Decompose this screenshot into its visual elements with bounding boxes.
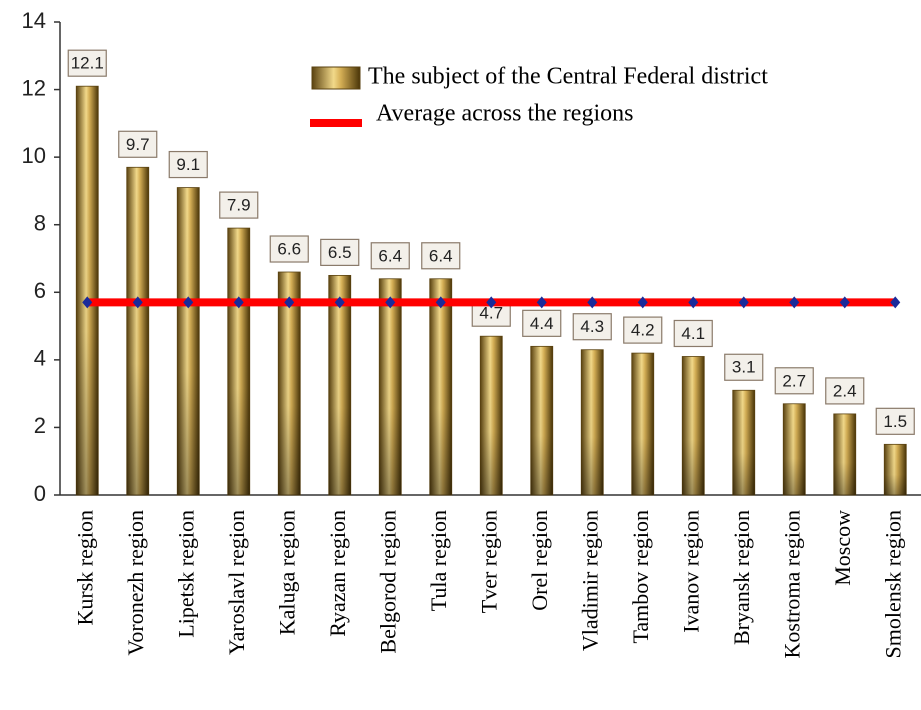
data-label-box <box>118 130 158 158</box>
bar-shade <box>177 187 200 496</box>
data-label: 1.5 <box>883 412 907 431</box>
data-label: 9.1 <box>176 155 200 174</box>
data-label: 2.7 <box>782 371 806 390</box>
line-marker <box>738 296 749 309</box>
y-tick-label: 0 <box>34 481 46 506</box>
bar-shade <box>530 346 553 495</box>
data-label: 6.4 <box>429 246 453 265</box>
bar-shade <box>429 278 452 495</box>
line-marker <box>789 296 800 309</box>
line-marker <box>435 296 446 309</box>
bar-shade <box>76 86 99 495</box>
bar-shade <box>480 336 503 495</box>
data-label: 4.1 <box>681 324 705 343</box>
x-tick-label: Lipetsk region <box>173 510 198 638</box>
line-marker <box>637 296 648 309</box>
x-tick-label: Tula region <box>426 510 451 611</box>
bar-shade <box>227 228 250 496</box>
data-label-box <box>522 309 562 337</box>
data-label: 6.4 <box>378 246 402 265</box>
data-label: 9.7 <box>126 135 150 154</box>
data-label: 7.9 <box>227 196 251 215</box>
y-tick-label: 10 <box>22 143 46 168</box>
data-label-box <box>673 319 713 348</box>
data-label: 3.1 <box>732 358 756 377</box>
x-tick-label: Kaluga region <box>274 510 299 635</box>
data-label-box <box>219 191 259 219</box>
x-tick-label: Voronezh region <box>123 510 148 656</box>
bar-shade <box>581 349 604 495</box>
line-marker <box>334 296 345 309</box>
data-label-box <box>370 242 410 270</box>
line-marker <box>183 296 194 309</box>
legend-label: Average across the regions <box>376 101 633 127</box>
y-tick-label: 4 <box>34 346 46 371</box>
y-tick-label: 6 <box>34 278 46 303</box>
bar-shade <box>278 272 301 495</box>
data-label-box <box>269 235 309 263</box>
data-label-box <box>724 353 764 381</box>
data-label-box <box>320 238 360 266</box>
x-tick-label: Ivanov region <box>678 510 703 633</box>
y-tick-label: 12 <box>22 75 46 100</box>
data-label: 6.5 <box>328 243 352 262</box>
bar-shade <box>732 390 755 495</box>
line-marker <box>233 296 244 309</box>
bar-shade <box>783 403 806 495</box>
line-marker <box>587 296 598 309</box>
x-tick-label: Bryansk region <box>729 510 754 645</box>
y-tick-label: 2 <box>34 413 46 438</box>
data-label: 4.7 <box>479 304 503 323</box>
data-label: 12.1 <box>71 54 104 73</box>
line-marker <box>890 296 901 309</box>
data-label-box <box>825 377 865 405</box>
x-tick-label: Tver region <box>476 510 501 613</box>
bar-shade <box>328 275 351 495</box>
x-tick-label: Belgorod region <box>375 510 400 654</box>
bar-shade <box>682 356 705 495</box>
bar-shade <box>126 167 149 495</box>
line-marker <box>486 296 497 309</box>
data-label-box <box>168 150 208 179</box>
legend-label: The subject of the Central Federal distr… <box>368 64 768 90</box>
bar-shade <box>379 278 402 495</box>
x-tick-label: Ryazan region <box>325 510 350 637</box>
data-label-box <box>67 49 107 77</box>
data-label: 2.4 <box>833 381 857 400</box>
line-marker <box>284 296 295 309</box>
line-marker <box>688 296 699 309</box>
x-tick-label: Smolensk region <box>880 510 905 659</box>
bar-shade <box>631 353 654 495</box>
x-tick-label: Yaroslavl region <box>224 510 249 655</box>
data-label: 4.4 <box>530 314 554 333</box>
data-label-box <box>774 367 814 395</box>
x-tick-label: Moscow <box>830 510 855 586</box>
x-tick-label: Orel region <box>527 510 552 611</box>
data-label-box <box>572 313 612 341</box>
y-tick-label: 14 <box>22 8 46 33</box>
y-tick-label: 8 <box>34 211 46 236</box>
data-label: 6.6 <box>277 239 301 258</box>
line-marker <box>536 296 547 309</box>
x-tick-label: Kursk region <box>72 510 97 625</box>
line-marker <box>839 296 850 309</box>
data-label: 4.3 <box>580 317 604 336</box>
legend-swatch <box>311 66 361 90</box>
data-label-box <box>623 316 663 344</box>
data-label: 4.2 <box>631 321 655 340</box>
line-marker <box>132 296 143 309</box>
data-label-box <box>421 242 461 270</box>
data-label-box <box>875 407 915 435</box>
line-marker <box>385 296 396 309</box>
x-tick-label: Kostroma region <box>779 510 804 658</box>
bar-shade <box>884 444 907 495</box>
line-marker <box>82 296 93 309</box>
x-tick-label: Tambov region <box>628 510 653 643</box>
bar-shade <box>833 413 856 495</box>
x-tick-label: Vladimir region <box>577 510 602 651</box>
